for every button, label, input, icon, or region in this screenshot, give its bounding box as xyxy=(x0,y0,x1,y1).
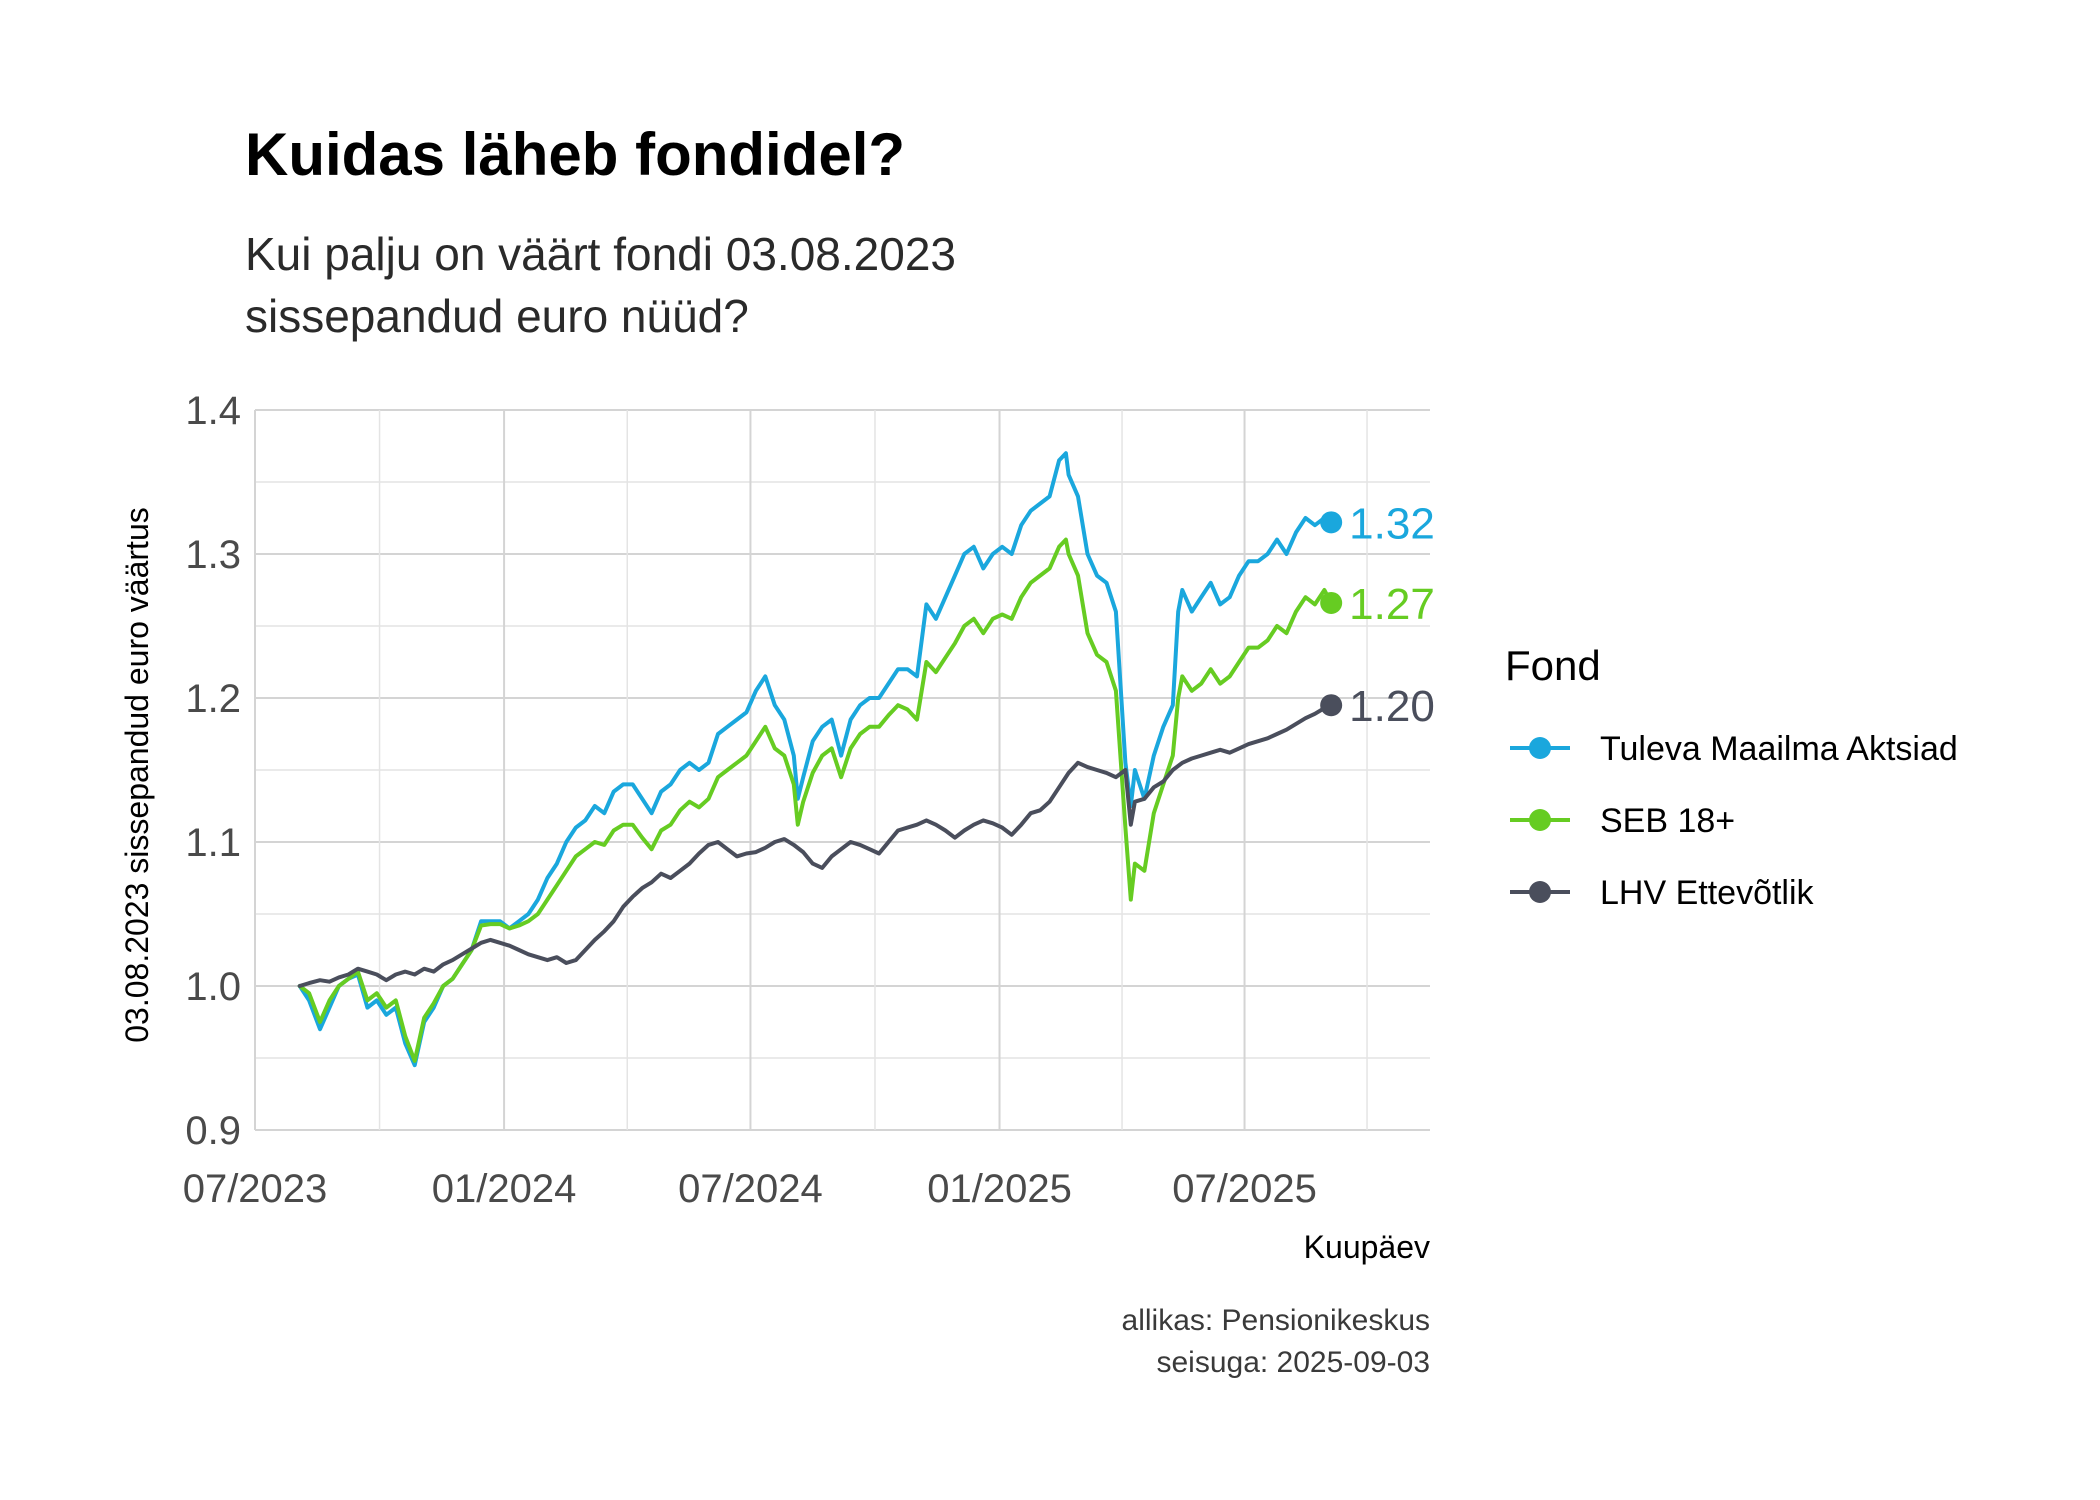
series-layer xyxy=(297,451,1334,1068)
legend-key-dot xyxy=(1529,809,1551,831)
legend-label: Tuleva Maailma Aktsiad xyxy=(1600,730,1958,768)
series-end-label-2: 1.27 xyxy=(1349,580,1435,629)
series-end-point-3 xyxy=(1320,694,1343,717)
legend: Tuleva Maailma Aktsiad SEB 18+ LHV Ettevõt… xyxy=(1510,730,1958,912)
x-tick-label: 07/2023 xyxy=(183,1167,328,1211)
legend-title: Fond xyxy=(1505,642,1601,689)
chart-subtitle-line-2: sissepandud euro nüüd? xyxy=(245,290,749,342)
y-tick-label: 1.3 xyxy=(185,533,241,577)
chart-title: Kuidas läheb fondidel? xyxy=(245,121,905,188)
caption-date: seisuga: 2025-09-03 xyxy=(1156,1346,1430,1379)
caption-source: allikas: Pensionikeskus xyxy=(1122,1304,1430,1337)
y-tick-label: 1.1 xyxy=(185,821,241,865)
x-tick-label: 07/2024 xyxy=(678,1167,823,1211)
y-axis-title: 03.08.2023 sissepandud euro väärtus xyxy=(119,507,155,1043)
legend-label: LHV Ettevõtlik xyxy=(1600,874,1815,912)
y-tick-label: 0.9 xyxy=(185,1109,241,1153)
x-axis-title: Kuupäev xyxy=(1304,1229,1430,1265)
series-end-point-1 xyxy=(1320,511,1343,534)
series-end-point-2 xyxy=(1320,591,1343,614)
y-axis-ticks: 0.9 1.0 1.1 1.2 1.3 1.4 xyxy=(185,389,241,1153)
legend-key-dot xyxy=(1529,737,1551,759)
legend-label: SEB 18+ xyxy=(1600,802,1735,840)
y-tick-label: 1.2 xyxy=(185,677,241,721)
series-end-label-1: 1.32 xyxy=(1349,499,1435,548)
y-tick-label: 1.0 xyxy=(185,965,241,1009)
y-tick-label: 1.4 xyxy=(185,389,241,433)
chart-subtitle-line-1: Kui palju on väärt fondi 03.08.2023 xyxy=(245,228,956,280)
x-tick-label: 07/2025 xyxy=(1172,1167,1317,1211)
x-axis-ticks: 07/2023 01/2024 07/2024 01/2025 07/2025 xyxy=(183,1167,1317,1211)
end-label-layer: 1.32 1.27 1.20 xyxy=(1320,499,1435,731)
series-end-label-3: 1.20 xyxy=(1349,682,1435,731)
series-line-3 xyxy=(297,703,1334,988)
x-tick-label: 01/2024 xyxy=(432,1167,577,1211)
x-tick-label: 01/2025 xyxy=(927,1167,1072,1211)
legend-key-dot xyxy=(1529,881,1551,903)
